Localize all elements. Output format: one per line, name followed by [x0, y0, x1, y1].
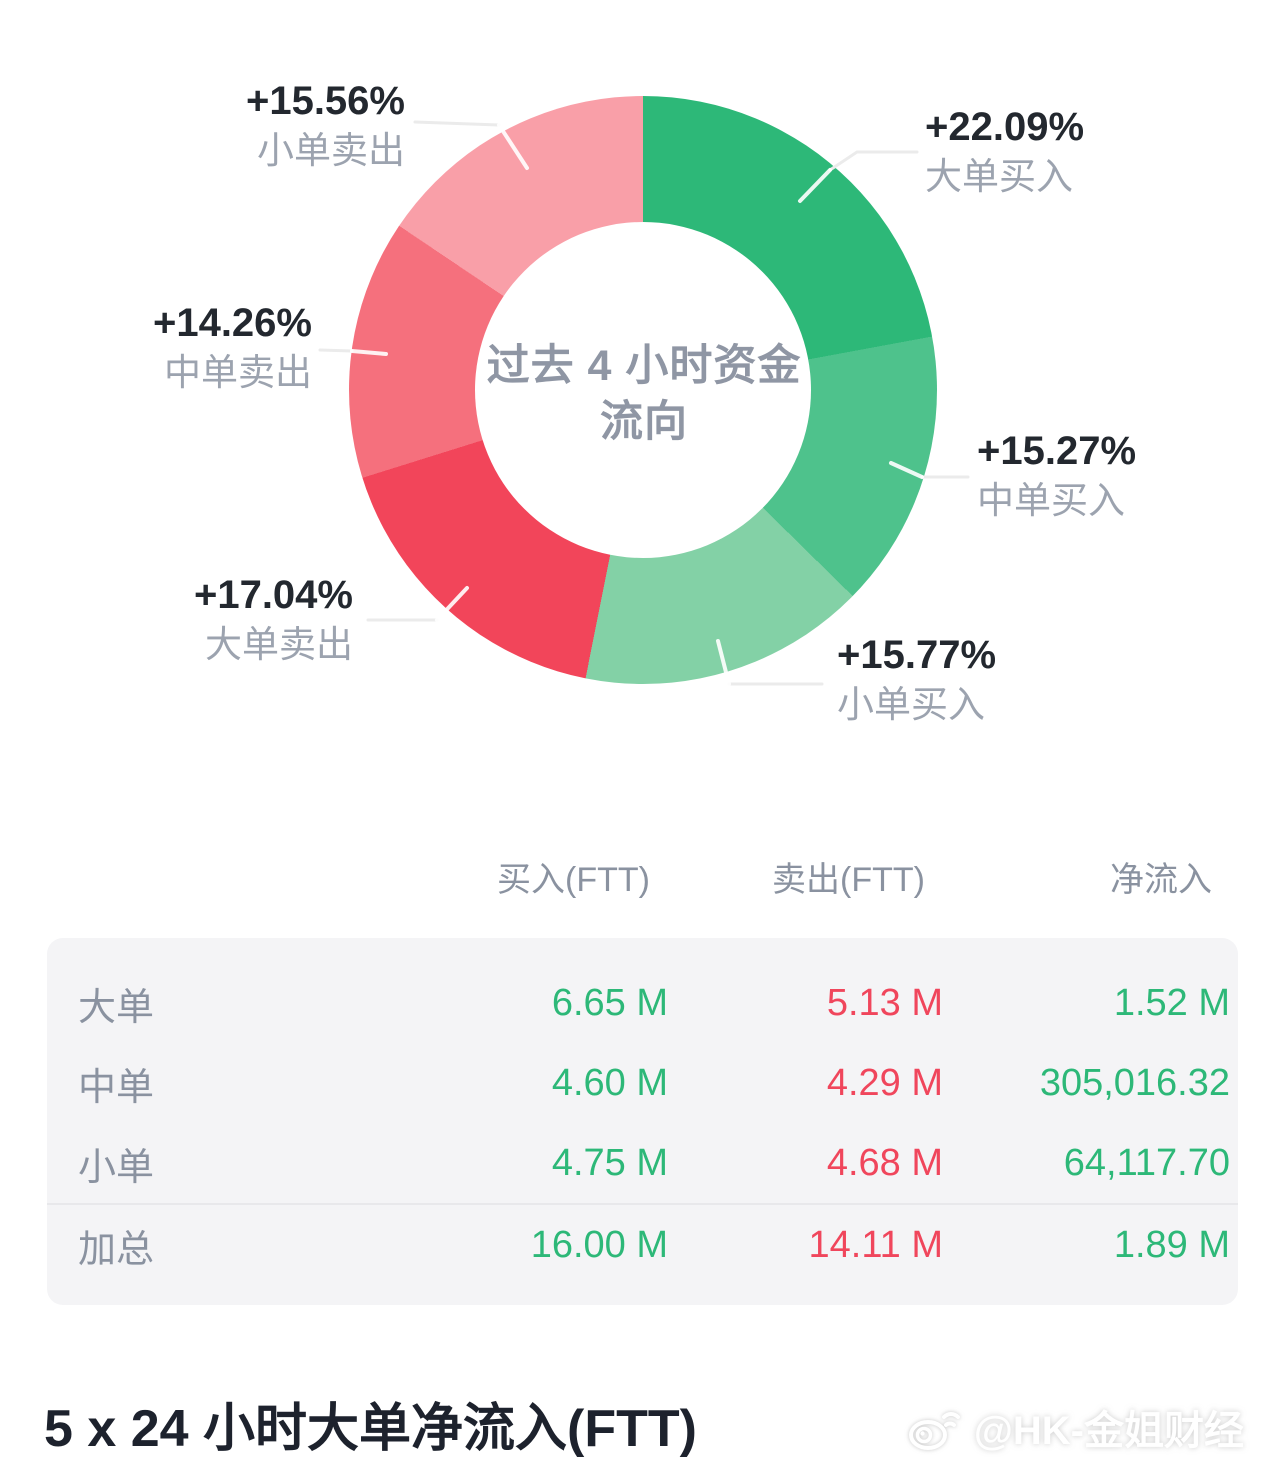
segment-percent: +14.26%	[152, 301, 312, 345]
segment-label-buy-medium: +15.27% 中单买入	[977, 428, 1136, 523]
segment-name: 中单买入	[977, 480, 1125, 521]
segment-label-buy-large: +22.09% 大单买入	[925, 104, 1084, 199]
donut-hole	[475, 222, 811, 558]
row-label: 中单	[78, 1066, 155, 1109]
segment-name: 大单买入	[925, 156, 1073, 197]
segment-name: 大单卖出	[205, 624, 353, 665]
col-header-sell: 卖出(FTT)	[772, 861, 925, 899]
segment-percent: +17.04%	[193, 573, 353, 617]
watermark: @HK-金姐财经	[908, 1398, 1244, 1456]
net-value: 1.89 M	[1113, 1223, 1230, 1266]
sell-value: 4.68 M	[826, 1141, 943, 1184]
net-value: 64,117.70	[1063, 1141, 1230, 1184]
flow-table: 大单 6.65 M 5.13 M 1.52 M 中单 4.60 M 4.29 M…	[47, 938, 1238, 1305]
col-header-net: 净流入	[1110, 861, 1212, 899]
table-row-medium: 中单 4.60 M 4.29 M 305,016.32	[78, 1043, 1238, 1123]
buy-value: 6.65 M	[551, 981, 668, 1024]
col-header-buy: 买入(FTT)	[497, 861, 650, 899]
segment-label-buy-small: +15.77% 小单买入	[837, 632, 996, 727]
table-row-total: 加总 16.00 M 14.11 M 1.89 M	[78, 1205, 1238, 1285]
segment-name: 小单卖出	[257, 130, 405, 171]
sell-value: 4.29 M	[826, 1061, 943, 1104]
segment-percent: +15.56%	[245, 79, 405, 123]
sell-value: 14.11 M	[808, 1223, 943, 1266]
segment-percent: +15.77%	[837, 633, 997, 677]
section-title: 5 x 24 小时大单净流入(FTT)	[44, 1400, 697, 1457]
weibo-icon	[908, 1412, 960, 1450]
table-row-small: 小单 4.75 M 4.68 M 64,117.70	[78, 1123, 1238, 1203]
row-label: 加总	[78, 1228, 155, 1271]
sell-value: 5.13 M	[826, 981, 943, 1024]
table-header-row: 买入(FTT) 卖出(FTT) 净流入	[78, 856, 1230, 904]
segment-name: 中单卖出	[164, 352, 312, 393]
watermark-text: @HK-金姐财经	[973, 1409, 1244, 1453]
table-row-large: 大单 6.65 M 5.13 M 1.52 M	[78, 963, 1238, 1043]
segment-percent: +22.09%	[925, 105, 1085, 149]
buy-value: 4.75 M	[551, 1141, 668, 1184]
segment-label-sell-small: +15.56% 小单卖出	[246, 78, 405, 173]
segment-percent: +15.27%	[977, 429, 1137, 473]
row-label: 小单	[78, 1146, 155, 1189]
segment-label-sell-medium: +14.26% 中单卖出	[153, 300, 312, 395]
table-divider	[47, 1203, 1238, 1205]
segment-name: 小单买入	[837, 684, 985, 725]
net-value: 305,016.32	[1039, 1061, 1230, 1104]
buy-value: 16.00 M	[530, 1223, 668, 1266]
net-value: 1.52 M	[1113, 981, 1230, 1024]
segment-label-sell-large: +17.04% 大单卖出	[194, 572, 353, 667]
row-label: 大单	[78, 986, 155, 1029]
col-header-blank	[78, 856, 328, 904]
buy-value: 4.60 M	[551, 1061, 668, 1104]
chart-center-title: 过去 4 小时资金流向	[486, 342, 802, 446]
money-flow-chart-section: 过去 4 小时资金流向 +22.09% 大单买入 +15.27% 中单买入 +1…	[153, 78, 1136, 727]
